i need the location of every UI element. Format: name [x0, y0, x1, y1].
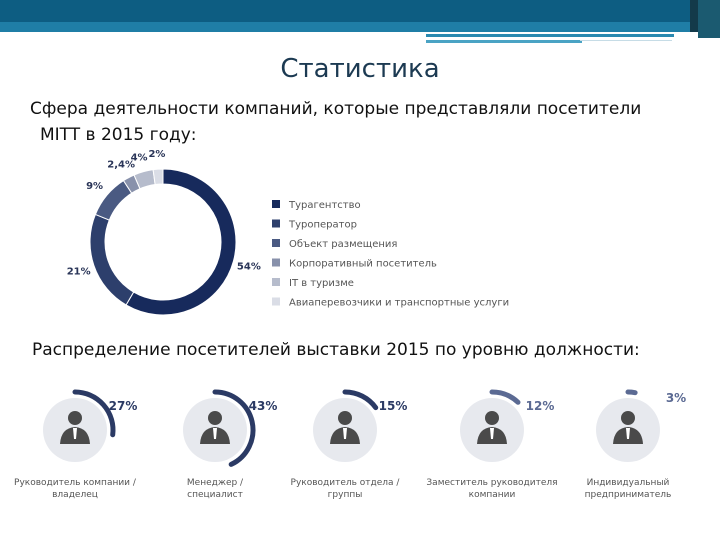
tie-icon	[343, 428, 347, 439]
donut-slice-label: 4%	[131, 152, 148, 163]
legend-label: Корпоративный посетитель	[289, 259, 437, 270]
gauge-arc	[489, 389, 521, 405]
gauge-value-label: 3%	[666, 391, 686, 405]
gauge-caption: владелец	[52, 490, 98, 500]
tie-icon	[490, 428, 494, 439]
page-title: Статистика	[280, 54, 440, 84]
header-accent-block	[698, 0, 720, 38]
subtitle-line: Сфера деятельности компаний, которые пре…	[30, 99, 642, 119]
legend-label: Турагентство	[288, 200, 361, 211]
legend-label: Туроператор	[288, 220, 357, 231]
person-icon	[485, 411, 499, 425]
legend-swatch	[272, 278, 280, 286]
person-icon	[208, 411, 222, 425]
gauge-caption: Заместитель руководителя	[426, 478, 557, 488]
gauge-caption: предприниматель	[585, 490, 672, 500]
donut-slice	[89, 213, 135, 306]
gauge-arc	[342, 389, 379, 411]
legend-swatch	[272, 219, 280, 228]
person-icon	[338, 411, 352, 425]
gauge-arc	[212, 389, 256, 467]
donut-slice-label: 2%	[148, 149, 165, 160]
gauge-caption: группы	[328, 490, 363, 500]
gauge-arc	[72, 389, 116, 438]
donut-slice	[152, 168, 164, 186]
legend-label: Объект размещения	[289, 239, 397, 250]
person-icon	[68, 411, 82, 425]
section-heading: Распределение посетителей выставки 2015 …	[32, 340, 640, 360]
legend-swatch	[272, 239, 280, 247]
header-strip	[0, 22, 720, 32]
legend-swatch	[272, 297, 280, 306]
donut-slice-label: 9%	[86, 181, 103, 192]
gauge-caption: компании	[469, 490, 516, 500]
legend-swatch	[272, 200, 280, 208]
gauge-value-label: 12%	[526, 399, 555, 413]
gauge-caption: Руководитель отдела /	[291, 478, 401, 488]
tie-icon	[213, 428, 217, 439]
donut-slice-label: 2,4%	[107, 159, 135, 170]
gauge-value-label: 27%	[109, 399, 138, 413]
subtitle-line: MITT в 2015 году:	[40, 125, 197, 145]
gauge-arc	[625, 389, 638, 396]
header-band	[0, 0, 720, 22]
gauge-value-label: 43%	[249, 399, 278, 413]
gauge-caption: Индивидуальный	[587, 478, 670, 488]
tie-icon	[626, 428, 630, 439]
legend-label: IT в туризме	[289, 278, 354, 289]
donut-slice-label: 54%	[237, 261, 261, 272]
gauge-caption: Менеджер /	[187, 478, 244, 488]
person-icon	[621, 411, 635, 425]
legend-label: Авиаперевозчики и транспортные услуги	[289, 298, 509, 309]
section-subtitle: Сфера деятельности компаний, которые пре…	[30, 96, 690, 148]
header-accent-dark	[690, 0, 698, 32]
donut-slice-label: 21%	[67, 267, 91, 278]
gauge-caption: специалист	[187, 490, 243, 500]
gauge-caption: Руководитель компании /	[14, 478, 137, 488]
decorative-line	[580, 40, 672, 41]
legend-swatch	[272, 258, 280, 267]
tie-icon	[73, 428, 77, 439]
donut-slice	[125, 168, 237, 316]
gauge-value-label: 15%	[379, 399, 408, 413]
decorative-line	[426, 40, 582, 43]
decorative-line	[426, 34, 674, 37]
